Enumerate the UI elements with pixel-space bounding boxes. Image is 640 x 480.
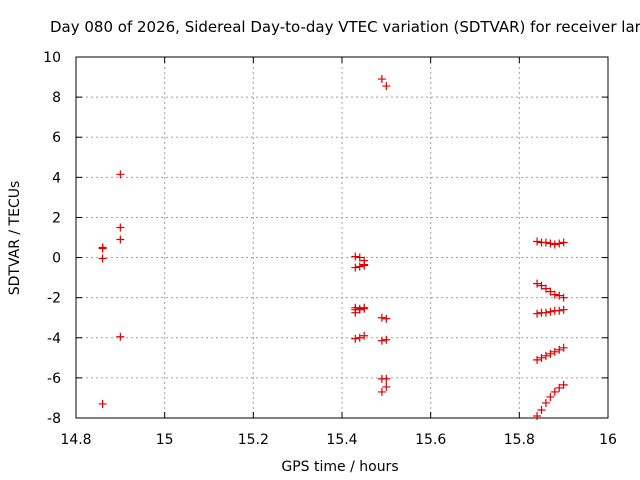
data-point xyxy=(546,349,555,358)
data-point xyxy=(555,291,564,300)
data-point xyxy=(377,313,386,322)
y-tick-label: 2 xyxy=(52,210,61,226)
data-point xyxy=(377,336,386,345)
x-tick-label: 14.8 xyxy=(60,432,91,448)
data-point xyxy=(541,284,550,293)
data-point xyxy=(546,392,555,401)
y-tick-label: -6 xyxy=(47,371,61,387)
data-point xyxy=(533,279,542,288)
data-point xyxy=(98,254,107,263)
data-point xyxy=(360,304,369,313)
data-point xyxy=(533,309,542,318)
data-point xyxy=(555,306,564,315)
y-tick-label: 4 xyxy=(52,170,61,186)
data-point xyxy=(537,281,546,290)
data-point xyxy=(559,343,568,352)
data-point xyxy=(351,252,360,261)
y-tick-label: -4 xyxy=(47,331,61,347)
data-point xyxy=(382,82,391,91)
data-point xyxy=(559,380,568,389)
data-point xyxy=(555,383,564,392)
data-point xyxy=(541,308,550,317)
data-point xyxy=(546,239,555,248)
y-tick-label: -2 xyxy=(47,291,61,307)
data-point xyxy=(382,374,391,383)
data-point xyxy=(360,261,369,270)
data-point xyxy=(559,305,568,314)
data-point xyxy=(355,262,364,271)
y-tick-label: 6 xyxy=(52,130,61,146)
data-point xyxy=(116,170,125,179)
data-point xyxy=(541,351,550,360)
data-point xyxy=(351,308,360,317)
tick-layer: 14.8 15 15.2 15.4 15.6 15.8 16 -8 -6 -4 -2 0 2 4 6 8 10 xyxy=(43,50,617,448)
x-tick-label: 15.2 xyxy=(238,432,269,448)
data-point xyxy=(377,75,386,84)
data-point xyxy=(550,347,559,356)
x-axis-label: GPS time / hours xyxy=(281,459,398,475)
data-point xyxy=(360,331,369,340)
data-point xyxy=(541,398,550,407)
data-point xyxy=(355,305,364,314)
chart-title: Day 080 of 2026, Sidereal Day-to-day VTE… xyxy=(50,18,640,36)
data-point xyxy=(355,333,364,342)
data-point xyxy=(351,263,360,272)
y-tick-label: 8 xyxy=(52,90,61,106)
data-point xyxy=(355,253,364,262)
data-point xyxy=(533,237,542,246)
data-point xyxy=(541,238,550,247)
data-point xyxy=(382,335,391,344)
data-point xyxy=(116,235,125,244)
data-point xyxy=(537,353,546,362)
data-point xyxy=(533,411,542,420)
data-point xyxy=(555,345,564,354)
data-point xyxy=(546,287,555,296)
data-point xyxy=(559,238,568,247)
y-tick-label: -8 xyxy=(47,411,61,427)
data-point xyxy=(116,223,125,232)
x-tick-label: 15.6 xyxy=(415,432,446,448)
data-points xyxy=(98,75,568,420)
data-point xyxy=(533,355,542,364)
grid-layer xyxy=(76,57,608,418)
data-point xyxy=(98,399,107,408)
y-tick-label: 10 xyxy=(43,50,61,66)
data-point xyxy=(382,314,391,323)
data-point xyxy=(116,332,125,341)
data-point xyxy=(537,405,546,414)
data-point xyxy=(550,240,559,249)
y-axis-label: SDTVAR / TECUs xyxy=(7,181,23,296)
data-point xyxy=(98,244,107,253)
data-point xyxy=(351,334,360,343)
data-point xyxy=(550,387,559,396)
data-point xyxy=(377,387,386,396)
data-point xyxy=(555,239,564,248)
data-point xyxy=(559,293,568,302)
x-tick-label: 15 xyxy=(156,432,174,448)
data-point xyxy=(546,307,555,316)
y-tick-label: 0 xyxy=(52,251,61,267)
data-point xyxy=(382,382,391,391)
x-tick-label: 15.4 xyxy=(326,432,357,448)
data-point xyxy=(550,290,559,299)
x-tick-label: 15.8 xyxy=(504,432,535,448)
x-tick-label: 16 xyxy=(599,432,617,448)
